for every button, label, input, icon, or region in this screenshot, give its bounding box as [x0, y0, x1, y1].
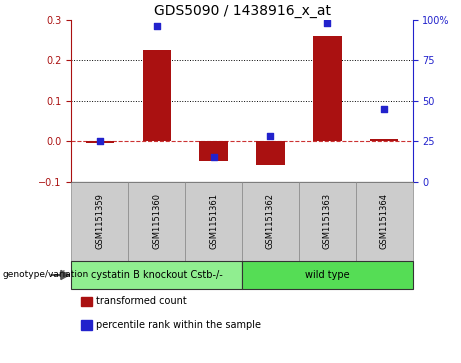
Point — [96, 138, 104, 144]
Point — [267, 133, 274, 139]
Bar — [86, 141, 114, 143]
Text: GSM1151359: GSM1151359 — [95, 193, 104, 249]
Point — [153, 24, 160, 29]
Bar — [200, 141, 228, 161]
Text: wild type: wild type — [305, 270, 349, 280]
Title: GDS5090 / 1438916_x_at: GDS5090 / 1438916_x_at — [154, 4, 331, 17]
Text: percentile rank within the sample: percentile rank within the sample — [96, 320, 261, 330]
Text: GSM1151361: GSM1151361 — [209, 193, 218, 249]
Text: GSM1151364: GSM1151364 — [380, 193, 389, 249]
Text: genotype/variation: genotype/variation — [2, 270, 89, 280]
Text: GSM1151363: GSM1151363 — [323, 193, 332, 249]
Text: cystatin B knockout Cstb-/-: cystatin B knockout Cstb-/- — [91, 270, 223, 280]
Point — [210, 154, 217, 160]
Bar — [313, 36, 342, 141]
Text: transformed count: transformed count — [96, 296, 187, 306]
Bar — [370, 139, 398, 141]
Text: GSM1151360: GSM1151360 — [152, 193, 161, 249]
Point — [324, 20, 331, 26]
Point — [380, 106, 388, 112]
Bar — [256, 141, 285, 166]
Text: GSM1151362: GSM1151362 — [266, 193, 275, 249]
Bar — [142, 50, 171, 141]
